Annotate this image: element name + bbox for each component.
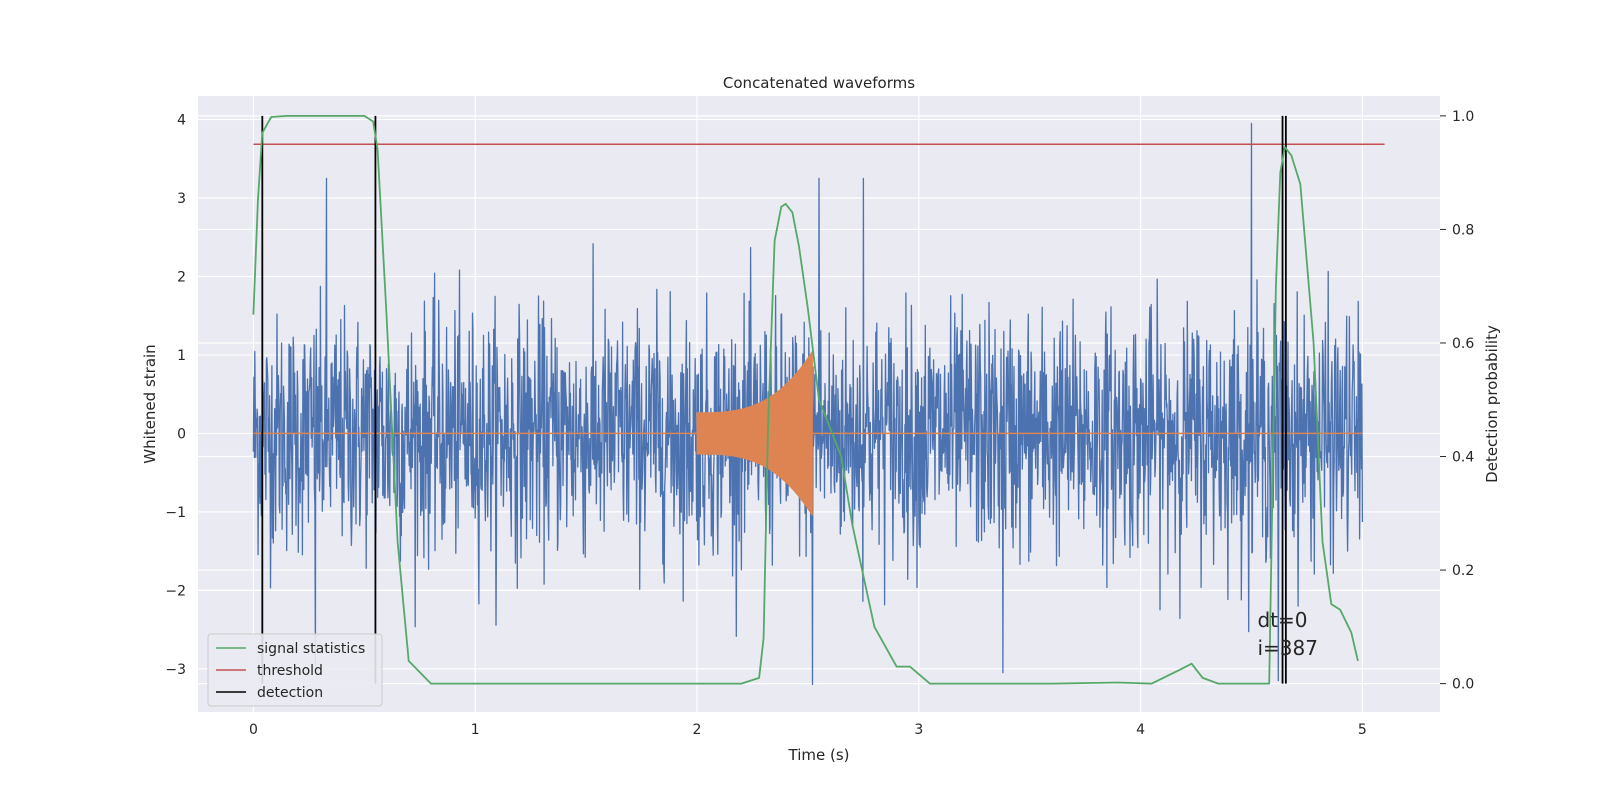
signal-statistics-layer <box>252 115 1385 685</box>
x-tick-label: 3 <box>914 722 923 738</box>
y2-tick-label: 1.0 <box>1452 109 1474 125</box>
y2-tick-label: 0.4 <box>1452 450 1474 466</box>
y-tick-label: −1 <box>165 505 186 521</box>
y-tick-label: 1 <box>177 348 186 364</box>
signal-statistics-line <box>252 115 1359 685</box>
chirp-series <box>253 350 1363 516</box>
y-tick-label: 4 <box>177 113 186 129</box>
y2-tick-label: 0.0 <box>1452 677 1474 693</box>
x-tick-label: 5 <box>1358 722 1367 738</box>
y-tick-label: 0 <box>177 426 186 442</box>
x-tick-label: 1 <box>471 722 480 738</box>
annotation-layer: dt=0 i=387 <box>1257 608 1318 660</box>
ticks-layer: 0 1 2 3 4 5 −3 −2 −1 0 1 2 3 4 0.0 0.2 0.4 0.6 0.8 1.0 <box>165 109 1474 738</box>
x-tick-label: 2 <box>693 722 702 738</box>
legend-label-detection: detection <box>257 685 323 701</box>
y-axis-label: Whitened strain <box>141 344 159 463</box>
y-tick-label: 3 <box>177 191 186 207</box>
x-axis-label: Time (s) <box>788 746 850 764</box>
x-tick-label: 4 <box>1136 722 1145 738</box>
legend: signal statistics threshold detection <box>207 633 383 707</box>
chirp-waveform <box>696 350 813 516</box>
legend-box <box>207 633 383 707</box>
y2-axis-label: Detection probability <box>1483 325 1501 483</box>
y2-tick-label: 0.8 <box>1452 222 1474 238</box>
legend-label-signal-statistics: signal statistics <box>257 641 365 657</box>
y2-tick-label: 0.6 <box>1452 336 1474 352</box>
y2-tick-label: 0.2 <box>1452 563 1474 579</box>
y-tick-label: −2 <box>165 583 186 599</box>
x-tick-label: 0 <box>249 722 258 738</box>
chart-title: Concatenated waveforms <box>723 74 915 92</box>
annotation-text: i=387 <box>1257 636 1318 660</box>
annotation-text: dt=0 <box>1257 608 1307 632</box>
y-tick-label: 2 <box>177 269 186 285</box>
legend-label-threshold: threshold <box>257 663 323 679</box>
y-tick-label: −3 <box>165 662 186 678</box>
